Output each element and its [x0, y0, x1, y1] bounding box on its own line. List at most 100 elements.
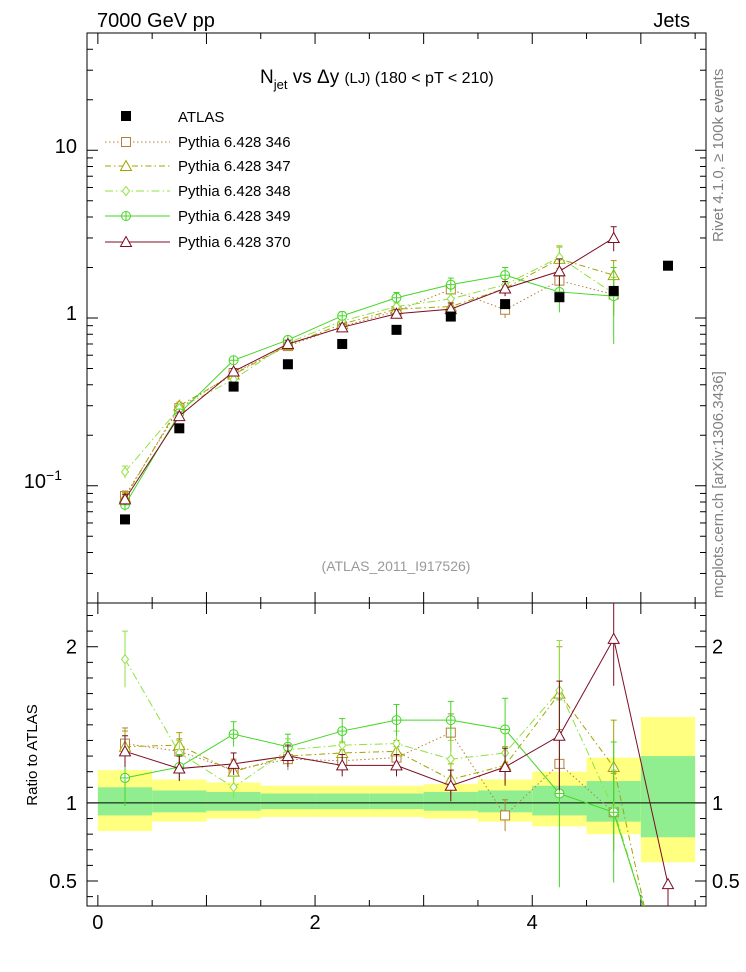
y-tick-label-0-1: 10−1 [24, 467, 62, 493]
ratio-point-2-6 [446, 753, 455, 765]
legend-entry-370: Pythia 6.428 370 [105, 234, 291, 251]
atlas-data-points [120, 260, 673, 525]
ratio-point-4-2 [227, 757, 240, 769]
top-y-tick-labels: 10 1 10−1 [24, 136, 77, 493]
ratio-point-2-2 [229, 781, 238, 793]
ratio-y-axis-label: Ratio to ATLAS [24, 704, 41, 805]
ratio-point-4-7 [498, 760, 512, 772]
top-line-4 [124, 237, 614, 500]
ratio-point-2-5 [392, 738, 401, 749]
top-series-layer [118, 226, 621, 511]
top-series-4 [118, 226, 621, 505]
legend-label-370: Pythia 6.428 370 [178, 234, 291, 251]
top-point-4-5 [390, 307, 403, 319]
top-point-4-0 [118, 492, 132, 505]
ratio-y-tick-labels: 0.5 1 2 0.5 1 2 [49, 637, 740, 893]
atlas-point-9 [608, 285, 619, 296]
ratio-tick-label-right-2: 2 [712, 637, 723, 659]
band-green-1 [152, 790, 207, 813]
legend-marker-1 [119, 159, 133, 171]
top-point-2-0 [120, 466, 130, 478]
ratio-point-4-0 [118, 744, 132, 757]
ratio-point-0-7 [500, 810, 511, 821]
legend-label-348: Pythia 6.428 348 [178, 183, 291, 200]
atlas-point-2 [228, 381, 239, 392]
mcplots-reference-label: mcplots.cern.ch [arXiv:1306.3436] [710, 371, 727, 598]
legend: ATLAS Pythia 6.428 346 Pythia 6.428 347 … [105, 109, 291, 251]
ratio-tail-point-4 [661, 877, 675, 890]
ratio-tick-label-right-0-5: 0.5 [712, 871, 740, 893]
ratio-point-4-5 [390, 758, 403, 771]
atlas-point-6 [445, 311, 456, 322]
category-label: Jets [653, 10, 690, 32]
top-point-4-7 [498, 281, 512, 294]
top-line-1 [124, 258, 614, 498]
ratio-axis-ticks [87, 603, 706, 906]
y-tick-label-1: 1 [66, 303, 77, 325]
top-series-1 [118, 246, 621, 503]
band-green-10 [640, 756, 696, 838]
top-point-4-2 [227, 364, 240, 377]
top-series-0 [120, 268, 619, 502]
rivet-version-label: Rivet 4.1.0, ≥ 100k events [710, 69, 727, 242]
legend-marker-atlas [121, 111, 131, 121]
atlas-point-4 [337, 338, 348, 349]
ratio-tick-label-left-1: 1 [66, 793, 77, 815]
ratio-point-4-8 [553, 729, 566, 741]
legend-entry-349: Pythia 6.428 349 [105, 208, 291, 225]
ratio-panel-frame [86, 602, 707, 907]
ratio-point-2-4 [338, 739, 347, 751]
atlas-point-8 [554, 292, 565, 303]
atlas-point-5 [391, 324, 402, 335]
y-tick-label-10: 10 [55, 136, 77, 158]
x-tick-label-0: 0 [92, 912, 103, 934]
ratio-point-4-6 [444, 779, 458, 791]
legend-entry-348: Pythia 6.428 348 [105, 183, 291, 200]
atlas-point-0 [120, 514, 131, 525]
ratio-tick-label-right-1: 1 [712, 793, 723, 815]
legend-entry-346: Pythia 6.428 346 [105, 134, 291, 151]
top-point-4-1 [172, 409, 186, 422]
atlas-point-10 [662, 260, 673, 271]
ratio-point-2-0 [120, 653, 130, 665]
top-point-4-4 [335, 320, 349, 333]
top-point-2-6 [446, 293, 455, 305]
legend-label-349: Pythia 6.428 349 [178, 208, 291, 225]
ratio-tick-label-left-0-5: 0.5 [49, 871, 77, 893]
band-green-4 [315, 793, 370, 810]
ratio-series-3 [120, 697, 644, 906]
analysis-watermark: (ATLAS_2011_I917526) [322, 558, 471, 574]
top-axis-ticks [87, 32, 706, 604]
x-tick-label-2: 2 [309, 912, 320, 934]
ratio-series-layer [118, 603, 675, 906]
ratio-point-4-3 [281, 749, 295, 762]
top-point-4-9 [607, 231, 621, 243]
top-point-4-3 [281, 337, 295, 349]
ratio-point-4-4 [335, 758, 349, 771]
ratio-tick-label-left-2: 2 [66, 637, 77, 659]
band-green-2 [206, 791, 261, 811]
legend-marker-4 [119, 235, 133, 247]
top-line-3 [124, 274, 614, 506]
atlas-point-7 [500, 299, 511, 310]
legend-entry-347: Pythia 6.428 347 [105, 158, 291, 175]
legend-marker-0 [121, 137, 131, 147]
ratio-uncertainty-bands [97, 717, 696, 863]
top-line-2 [124, 256, 614, 473]
top-series-2 [120, 245, 618, 479]
collision-label: 7000 GeV pp [97, 10, 215, 32]
atlas-point-1 [174, 423, 185, 434]
legend-label-346: Pythia 6.428 346 [178, 134, 291, 151]
band-green-3 [260, 793, 316, 810]
x-tick-labels: 0 2 4 [92, 912, 538, 934]
top-point-4-8 [553, 264, 566, 277]
atlas-point-3 [282, 359, 293, 370]
plot-title: Njet vs Δy (LJ) (180 < pT < 210) [260, 67, 494, 92]
legend-marker-2 [121, 185, 131, 197]
top-series-3 [120, 267, 619, 511]
top-line-0 [124, 280, 614, 497]
band-green-6 [423, 791, 478, 811]
x-tick-label-4: 4 [527, 912, 538, 934]
ratio-point-4-1 [172, 762, 186, 774]
